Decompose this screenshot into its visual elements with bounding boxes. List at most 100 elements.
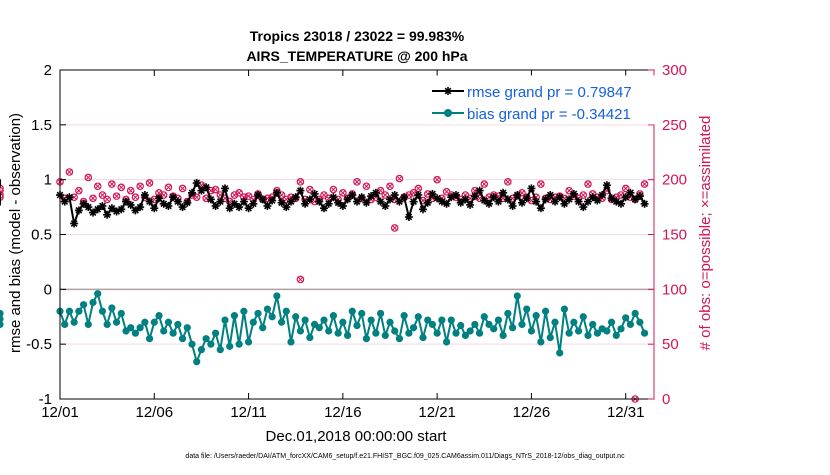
rmse-point xyxy=(239,197,248,206)
bias-point xyxy=(230,312,239,320)
rmse-point xyxy=(338,202,347,210)
rmse-point xyxy=(390,191,399,199)
bias-point xyxy=(108,304,116,312)
bias-point xyxy=(424,316,432,324)
bias-point xyxy=(112,318,121,326)
obs-count-point xyxy=(136,182,144,191)
bias-point xyxy=(485,320,493,329)
bias-point xyxy=(348,307,356,315)
y2-tick-label: 250 xyxy=(662,117,687,134)
bias-point xyxy=(409,324,418,332)
rmse-point xyxy=(202,183,211,192)
y-tick-label: -1 xyxy=(39,391,52,408)
y-tick-label: 0 xyxy=(44,281,52,298)
bias-point xyxy=(452,329,460,337)
bias-point xyxy=(523,305,531,313)
y2-tick-label: 0 xyxy=(662,391,670,408)
rmse-point xyxy=(499,188,508,197)
y-tick-label: 2 xyxy=(44,62,52,79)
obs-count-point xyxy=(117,183,126,192)
bias-point xyxy=(0,315,4,323)
bias-point xyxy=(0,320,4,329)
rmse-point xyxy=(305,195,314,204)
rmse-point xyxy=(188,188,196,197)
obs-count-point xyxy=(0,193,4,202)
bias-point xyxy=(70,318,78,326)
rmse-point xyxy=(126,200,135,209)
rmse-point xyxy=(145,197,154,206)
obs-count-point xyxy=(339,189,347,197)
bias-point xyxy=(211,329,220,337)
rmse-point xyxy=(494,197,503,206)
rmse-point xyxy=(221,184,229,193)
rmse-point xyxy=(508,202,517,210)
obs-count-point xyxy=(75,186,83,195)
legend-rmse-label: rmse grand pr = 0.79847 xyxy=(467,84,632,101)
bias-point xyxy=(259,324,267,332)
obs-count-point xyxy=(211,185,220,194)
rmse-point xyxy=(470,192,479,201)
rmse-point xyxy=(513,191,522,199)
rmse-point xyxy=(461,195,470,204)
rmse-point xyxy=(329,193,338,202)
rmse-point xyxy=(574,197,583,206)
bias-point xyxy=(556,349,564,357)
bias-point xyxy=(537,338,545,346)
bias-point xyxy=(183,324,191,332)
rmse-point xyxy=(357,193,366,202)
rmse-point xyxy=(60,197,69,206)
bias-point xyxy=(61,320,69,329)
bias-point xyxy=(617,325,625,333)
obs-count-point xyxy=(579,191,588,199)
rmse-point xyxy=(579,203,588,212)
bias-point xyxy=(376,309,385,318)
bias-point xyxy=(84,320,92,329)
rmse-point xyxy=(419,205,427,214)
bias-point xyxy=(490,325,498,333)
rmse-point xyxy=(598,191,607,199)
bias-point xyxy=(381,331,389,339)
bias-point xyxy=(329,312,338,320)
bias-point xyxy=(306,333,314,342)
bias-point xyxy=(565,329,573,337)
obs-count-point xyxy=(93,182,102,191)
rmse-point xyxy=(70,219,79,228)
rmse-point xyxy=(65,193,74,202)
rmse-point xyxy=(268,196,277,205)
obs-count-point xyxy=(112,192,121,200)
bias-point xyxy=(589,320,597,329)
x-axis: 12/01 12/06 12/11 12/16 12/21 12/26 12/31 xyxy=(41,70,644,421)
bias-point xyxy=(226,342,234,350)
bias-point xyxy=(98,307,107,315)
bias-point xyxy=(480,313,488,321)
x-tick-label: 12/21 xyxy=(418,404,456,421)
bias-point xyxy=(475,329,484,337)
y-tick-label: 0.5 xyxy=(31,227,52,244)
bias-point xyxy=(466,327,474,335)
obs-count-point xyxy=(65,168,74,176)
bias-point xyxy=(263,305,272,313)
bias-point xyxy=(0,309,4,318)
bias-point xyxy=(339,318,347,326)
bias-point xyxy=(197,346,206,354)
bias-point xyxy=(320,316,328,324)
rmse-point xyxy=(324,199,333,208)
y2-tick-label: 300 xyxy=(662,62,687,79)
bias-point xyxy=(386,318,394,326)
bias-point xyxy=(287,338,295,346)
x-tick-label: 12/26 xyxy=(513,404,551,421)
obs-count-point xyxy=(504,178,512,186)
bias-point xyxy=(640,329,649,337)
rmse-point xyxy=(466,200,475,209)
obs-count-point xyxy=(395,174,404,183)
data-file-footer: data file: /Users/raeder/DAI/ATM_forcXX/… xyxy=(185,453,625,460)
bias-point xyxy=(65,307,74,315)
bias-point xyxy=(216,346,224,354)
bias-point xyxy=(155,312,163,320)
bias-point xyxy=(593,329,602,337)
obs-count-point xyxy=(164,183,173,192)
rmse-point xyxy=(164,202,173,210)
bias-point xyxy=(315,324,323,332)
bias-point xyxy=(188,340,196,348)
bias-point xyxy=(560,305,569,313)
